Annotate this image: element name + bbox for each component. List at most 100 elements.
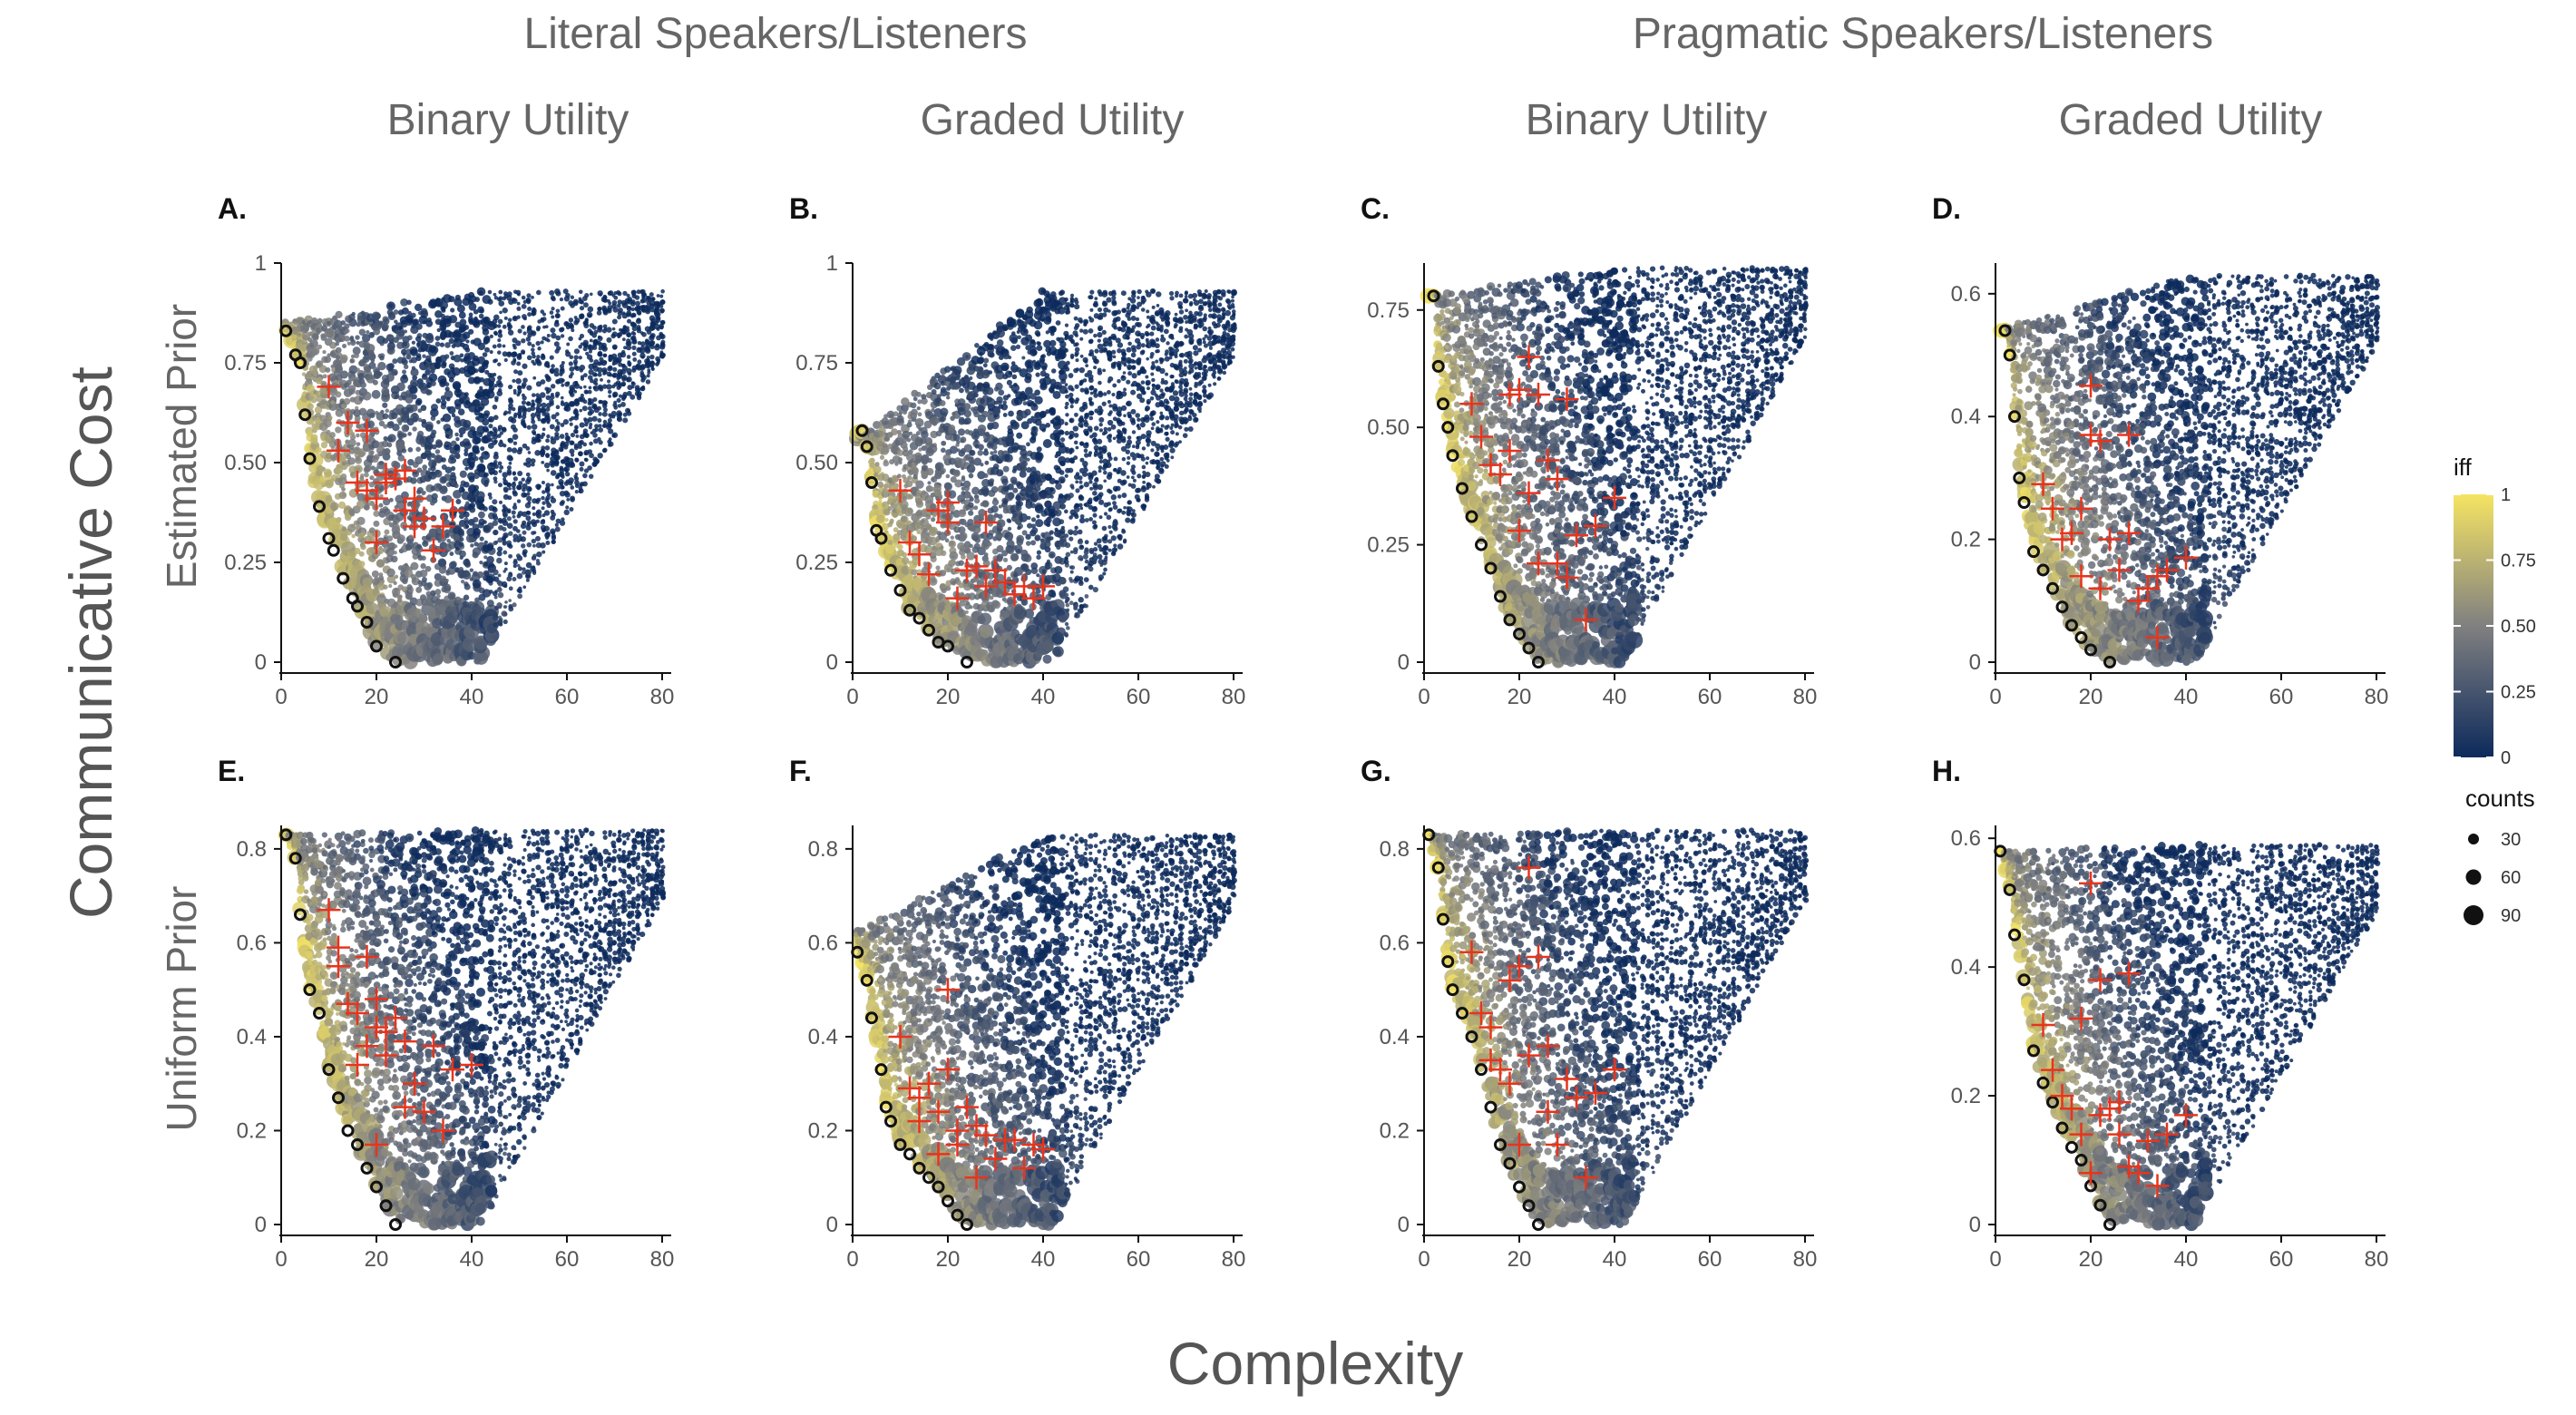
cloud-point (392, 358, 398, 365)
cloud-point (515, 340, 522, 346)
cloud-point (1021, 356, 1026, 360)
cloud-point (996, 339, 1004, 346)
cloud-point (563, 296, 571, 302)
cloud-point (888, 497, 893, 502)
cloud-point (356, 442, 361, 446)
cloud-point (915, 500, 924, 509)
cloud-point (512, 298, 516, 302)
cloud-point (558, 377, 564, 385)
cloud-point (410, 404, 418, 412)
cloud-point (369, 450, 375, 455)
cloud-point (1025, 394, 1031, 400)
cloud-point (379, 493, 384, 498)
cloud-point (961, 554, 966, 560)
cloud-point (632, 332, 637, 336)
cloud-point (317, 344, 323, 350)
cloud-point (381, 386, 390, 395)
cloud-point (928, 444, 938, 454)
cloud-point (1015, 494, 1021, 502)
cloud-point (931, 407, 935, 413)
cloud-point (517, 471, 523, 477)
cloud-point (476, 502, 484, 510)
cloud-point (522, 331, 527, 336)
cloud-point (544, 444, 551, 451)
cloud-point (550, 327, 556, 334)
cloud-point (503, 561, 508, 566)
cloud-point (908, 431, 913, 435)
cloud-point (574, 457, 579, 463)
cloud-point (428, 345, 436, 353)
panel-letter-h: H. (1932, 755, 1961, 788)
cloud-point (659, 294, 664, 298)
cloud-point (589, 423, 593, 427)
cloud-point (941, 447, 946, 454)
panel-letter-g: G. (1361, 755, 1391, 788)
cloud-point (587, 400, 592, 406)
cloud-point (626, 306, 631, 310)
cloud-point (467, 291, 475, 299)
cloud-point (448, 337, 455, 345)
cloud-point (571, 328, 575, 333)
cloud-point (479, 308, 484, 314)
cloud-point (492, 499, 498, 505)
cloud-point (484, 451, 489, 455)
cloud-point (358, 328, 366, 336)
cloud-point (996, 396, 1003, 404)
cloud-point (550, 392, 554, 396)
cloud-point (580, 393, 584, 398)
cloud-point (483, 540, 489, 545)
cloud-point (893, 533, 901, 541)
cloud-point (488, 567, 494, 573)
cloud-point (569, 385, 575, 391)
cloud-point (412, 412, 418, 418)
cloud-point (292, 326, 298, 331)
cloud-point (635, 300, 640, 307)
cloud-point (892, 542, 898, 549)
cloud-point (517, 407, 522, 412)
cloud-point (360, 543, 366, 551)
cloud-point (444, 578, 449, 582)
cloud-point (573, 348, 581, 355)
cloud-point (376, 547, 385, 554)
cloud-point (512, 504, 518, 511)
cloud-point (1007, 526, 1012, 532)
cloud-point (512, 560, 518, 565)
cloud-point (398, 326, 403, 330)
cloud-point (537, 438, 542, 443)
cloud-point (573, 390, 578, 394)
cloud-point (573, 383, 581, 389)
cloud-point (912, 396, 918, 402)
cloud-point (602, 407, 608, 413)
cloud-point (521, 400, 527, 405)
cloud-point (307, 403, 314, 410)
cloud-point (351, 533, 356, 539)
cloud-point (512, 351, 517, 356)
cloud-point (631, 289, 637, 295)
cloud-point (516, 393, 521, 397)
cloud-point (482, 425, 489, 433)
cloud-point (448, 561, 457, 570)
cloud-point (301, 372, 307, 376)
cloud-point (551, 315, 555, 319)
cloud-point (922, 527, 928, 532)
cloud-point (402, 356, 406, 362)
cloud-point (979, 612, 992, 625)
cloud-point (1000, 404, 1009, 411)
cloud-point (598, 424, 602, 428)
cloud-point (454, 483, 459, 489)
cloud-point (392, 423, 400, 432)
cloud-point (457, 408, 465, 415)
cloud-point (478, 394, 483, 398)
cloud-point (531, 463, 535, 467)
cloud-point (508, 543, 513, 549)
cloud-point (439, 342, 445, 347)
cloud-point (397, 454, 405, 462)
cloud-point (385, 363, 395, 372)
cloud-point (996, 545, 1004, 553)
cloud-point (317, 317, 323, 324)
cloud-point (581, 405, 588, 412)
cloud-point (507, 437, 514, 444)
cloud-point (579, 422, 585, 428)
cloud-point (636, 289, 641, 295)
cloud-point (569, 355, 574, 360)
